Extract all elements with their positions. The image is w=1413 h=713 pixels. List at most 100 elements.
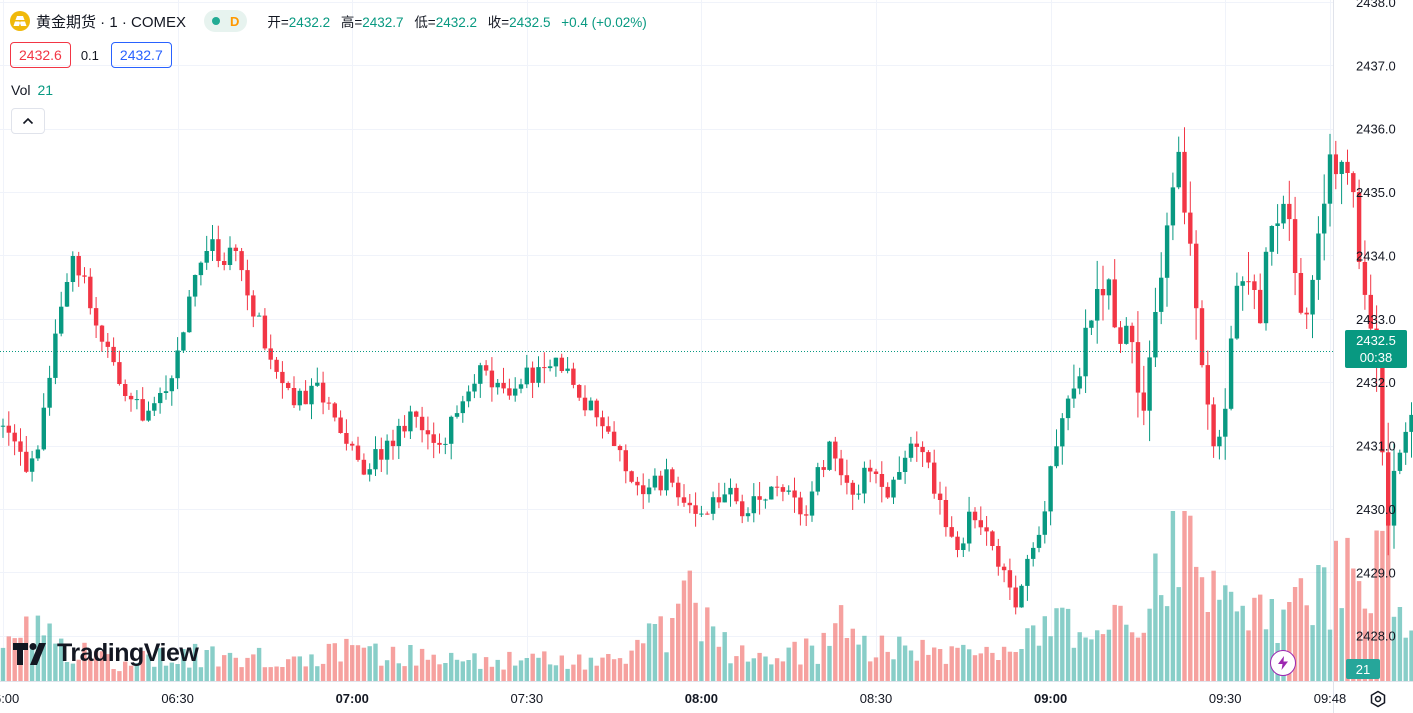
volume-bar [483,657,489,681]
volume-bar [1194,566,1199,681]
volume-bar [1182,511,1187,681]
candle-body [1217,436,1222,447]
candle-body [1124,325,1129,344]
volume-bar [716,646,722,681]
volume-bar [722,632,727,681]
candle-body [1228,338,1234,409]
quick-trade-button[interactable] [1270,650,1296,676]
candle-body [1275,223,1280,226]
volume-bar [1252,597,1257,681]
volume-bar [664,652,669,681]
volume-bar [821,632,826,681]
volume-bar [245,657,250,681]
candle-body [926,452,931,463]
price-tick-label: 2431.0 [1356,439,1396,454]
volume-bar [64,662,70,681]
market-status-badge[interactable]: D [204,10,248,32]
candle-body [949,527,954,537]
candle-body [751,496,756,514]
volume-bar [1368,613,1373,681]
volume-bar [222,655,227,681]
volume-bar [705,607,710,681]
tradingview-logo[interactable]: TradingView [13,639,199,668]
candle-body [617,446,623,451]
collapse-legend-button[interactable] [11,108,45,134]
candle-body [710,497,716,514]
volume-bar [501,669,506,681]
volume-bar [1129,632,1135,681]
volume-bar [198,667,204,681]
volume-bar [1147,608,1152,681]
volume-bar [670,618,675,681]
candle-body [152,403,157,411]
low-label: 低= [414,15,436,30]
volume-bar [88,658,93,681]
close-label: 收= [487,15,510,30]
volume-bar [530,653,535,681]
volume-bar [478,668,483,681]
chevron-up-icon [22,117,34,125]
candle-body [134,399,140,401]
candle-body [734,487,739,502]
volume-bar [1391,616,1397,681]
candle-body [29,458,35,472]
candle-body [454,413,460,417]
buy-price-button[interactable]: 2432.7 [110,42,172,68]
volume-bar [1298,578,1304,681]
volume-bar [949,646,954,681]
candle-body [204,251,209,263]
volume-bar [792,641,797,681]
candle-body [594,400,599,418]
volume-legend: Vol 21 [11,82,53,98]
volume-bar [1310,625,1315,681]
candle-body [1182,151,1187,213]
volume-bar [454,659,460,681]
volume-bar [384,660,390,681]
volume-bar [187,667,192,681]
volume-bar [466,660,471,681]
candle-body [885,486,890,498]
volume-bar [611,659,617,681]
volume-bar [577,654,582,681]
candle-body [955,536,960,550]
volume-bar [681,580,687,681]
gold-bars-icon [10,11,30,31]
volume-bar [1287,602,1292,681]
time-tick-label: 07:00 [336,691,369,706]
candle-body [274,359,279,372]
candle-body [827,441,832,470]
volume-bar [990,652,995,681]
symbol-title[interactable]: 黄金期货 · 1 · COMEX [36,13,187,31]
chart-settings-button[interactable] [1367,688,1389,710]
candle-body [18,441,23,452]
candle-body [1269,226,1274,252]
candle-body [76,256,81,276]
time-tick-label: 09:00 [1034,691,1067,706]
volume-bar [582,669,588,681]
volume-bar [344,638,349,681]
sell-price-button[interactable]: 2432.6 [10,42,71,68]
volume-bar [1258,594,1263,681]
candle-body [542,367,547,369]
candle-body [332,403,337,418]
volume-bar [902,645,908,681]
candle-body [489,370,495,388]
candle-body [1025,558,1030,586]
candle-body [611,431,617,446]
volume-bar [693,602,698,681]
volume-bar [227,652,233,681]
volume-bar [1327,629,1333,681]
candle-body [1001,566,1007,571]
volume-bar [396,663,401,681]
volume-bar [326,643,332,681]
candle-body [664,469,669,491]
candle-body [571,368,576,385]
volume-bar [1397,607,1403,681]
volume-bar [251,654,256,681]
volume-bar [0,647,6,681]
volume-bar [629,650,634,681]
volume-bar [1135,637,1141,681]
volume-bar [798,664,803,681]
candle-body [559,357,564,371]
